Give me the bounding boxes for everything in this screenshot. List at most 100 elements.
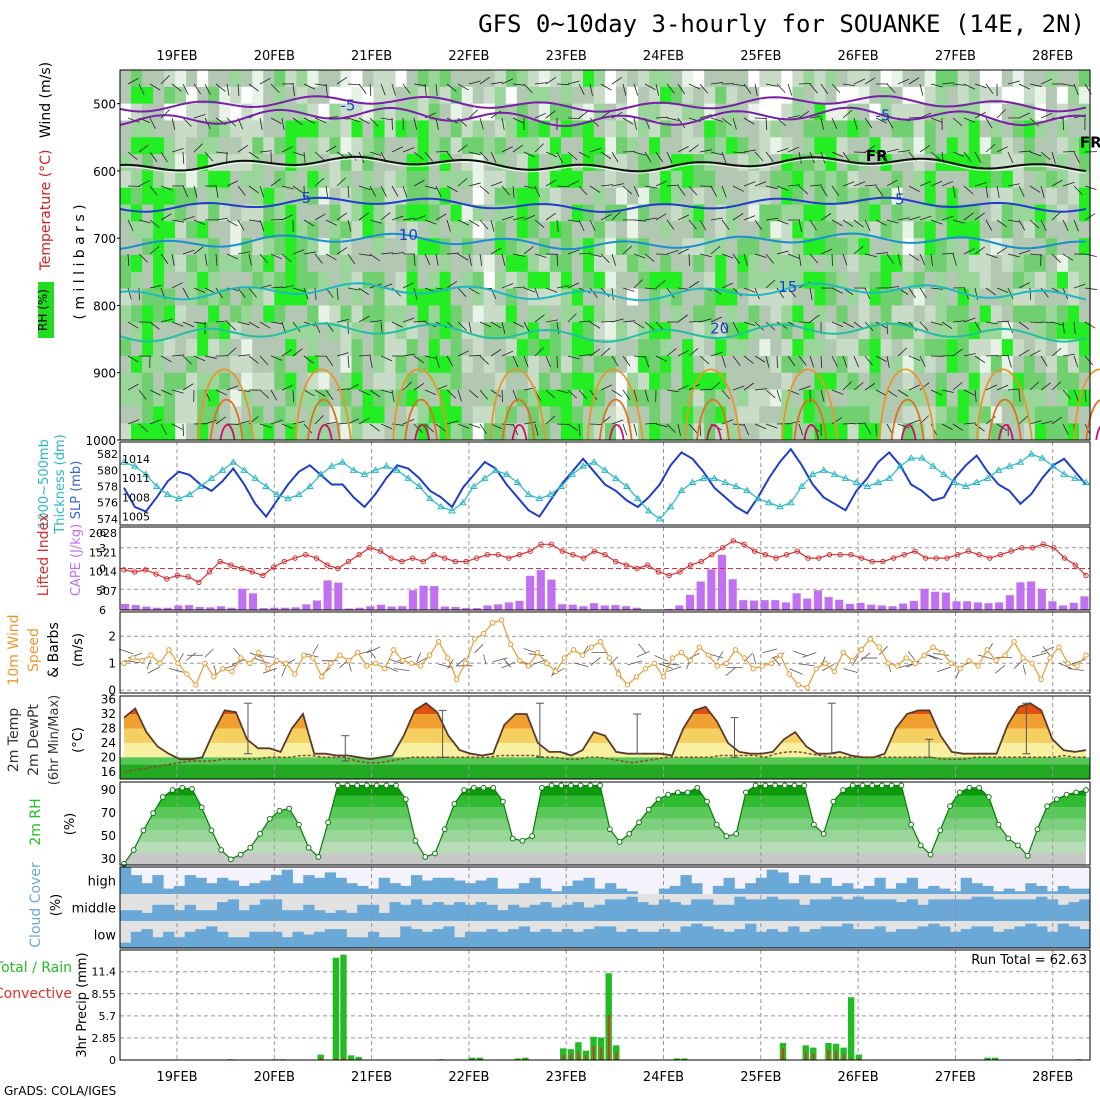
rh-cell — [230, 255, 242, 273]
wind-barb — [897, 347, 908, 357]
rh-cell — [748, 305, 760, 323]
cloud-bar — [615, 899, 628, 921]
wind-speed-point — [229, 668, 235, 675]
rh-cell — [759, 389, 771, 407]
rh-cell — [913, 204, 926, 222]
rh-cell — [957, 86, 970, 105]
thickness-point — [929, 462, 937, 469]
cloud-bar — [389, 883, 401, 894]
wind-barb — [567, 80, 580, 85]
cloud-bar — [917, 888, 929, 894]
rh-cell — [946, 339, 959, 357]
rh-cell — [616, 355, 628, 374]
cloud-bar — [400, 926, 412, 948]
rh-cell — [230, 137, 242, 155]
cape-bar — [1069, 602, 1078, 610]
precip-total-bar — [613, 1045, 620, 1060]
rh-cell — [924, 288, 937, 307]
cape-bar — [152, 607, 162, 610]
cape-bar — [568, 604, 577, 610]
wind-barb — [380, 321, 383, 334]
wind-barb — [281, 384, 294, 391]
rh-cell — [968, 355, 981, 374]
rh-cell — [307, 339, 320, 357]
wind-barb — [963, 248, 975, 255]
rh-cell — [605, 187, 617, 206]
wind-barb — [710, 217, 723, 221]
wind-barb — [644, 253, 655, 262]
wind-barb — [974, 389, 977, 402]
cape-bar — [227, 607, 236, 610]
rh-cell — [737, 288, 749, 307]
wind-speed-point — [292, 671, 298, 677]
wind-barb — [732, 321, 739, 333]
cloud-bar — [680, 904, 692, 921]
thickness-point — [218, 466, 227, 473]
rh-point — [568, 782, 574, 789]
wind-barb — [149, 419, 162, 425]
wind-speed-point — [876, 644, 882, 650]
rh-cell — [351, 70, 364, 88]
rh-cell — [913, 322, 926, 340]
rh-cell — [880, 120, 893, 138]
rh-cell — [472, 406, 485, 424]
wind-barb — [259, 185, 265, 198]
wind-barb — [182, 383, 194, 391]
rh-cell — [373, 103, 386, 122]
rh-tick-label: 70 — [101, 806, 116, 820]
rh-cell — [880, 70, 893, 88]
wind-barb — [600, 253, 610, 263]
rh-cell — [891, 406, 904, 424]
wind-barb — [677, 145, 689, 153]
rh-cell — [175, 355, 187, 374]
wind-barb — [611, 355, 619, 367]
rh-cell — [1001, 137, 1014, 155]
temp-tick-label: 36 — [101, 693, 116, 707]
wind-barb — [468, 182, 481, 187]
cloud-bar — [831, 896, 843, 921]
wind-speed-point — [247, 660, 253, 666]
rh-cell — [439, 86, 452, 105]
wind-barb — [160, 355, 172, 363]
rh-cell — [219, 406, 231, 424]
rh-cell — [241, 103, 253, 122]
thickness-point — [612, 474, 620, 481]
rh-cell — [847, 339, 860, 357]
rh-cell — [131, 406, 143, 424]
hot-contour — [219, 423, 236, 441]
y-tick-label: 700 — [93, 232, 116, 246]
rh-cell — [131, 372, 143, 391]
lifted-index-point — [506, 555, 512, 561]
rh-cell — [1056, 154, 1069, 172]
rh-cell — [836, 221, 849, 239]
wind-barb — [501, 185, 510, 196]
rh-cell — [593, 423, 606, 441]
cape-bar — [462, 608, 471, 610]
cloud-bar — [788, 883, 800, 894]
cloud-bar — [217, 902, 229, 921]
wind-barb — [545, 151, 558, 158]
thickness-point — [174, 494, 183, 502]
run-total-label: Run Total = 62.63 — [971, 953, 1087, 968]
rh-point — [383, 782, 390, 789]
precip-conv-bar — [319, 1057, 322, 1060]
cloud-bar — [852, 896, 865, 921]
lifted-index-point — [356, 551, 362, 558]
rh-cell — [1023, 288, 1036, 307]
rh-cell — [582, 70, 595, 88]
rh-cell — [582, 305, 595, 323]
wind-barb — [369, 423, 380, 432]
wind-barb — [710, 351, 723, 357]
cloud-bar — [723, 904, 735, 921]
lifted-index-point — [570, 551, 576, 558]
wind-speed-point — [822, 660, 828, 666]
rh-cell — [450, 120, 463, 138]
rh-cell — [1012, 406, 1025, 424]
rh-cell — [505, 339, 518, 357]
rh-cell — [362, 339, 375, 357]
wind-barb — [952, 117, 963, 127]
rh-cell — [715, 170, 727, 189]
wind-barb — [468, 151, 481, 156]
thickness-point — [961, 482, 970, 490]
wind-barb — [743, 149, 756, 153]
